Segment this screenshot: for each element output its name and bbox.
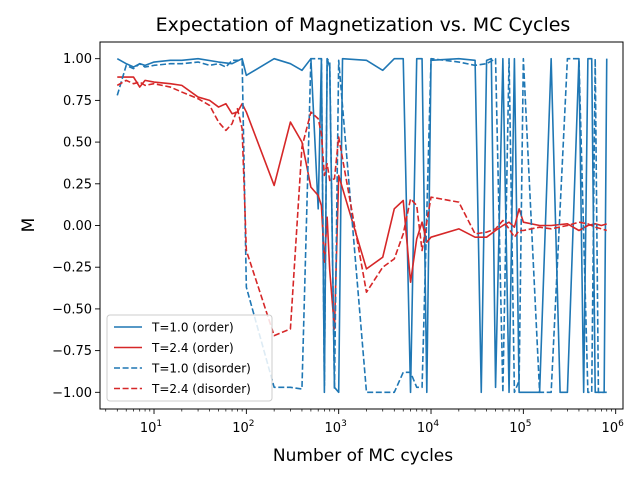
y-tick-label: −0.75 [52,344,92,359]
x-tick-label: 104 [417,419,440,436]
legend-box [106,314,273,402]
y-tick-label: 1.00 [63,52,92,67]
y-axis-label: M [19,218,39,233]
x-tick-label: 105 [509,419,531,436]
y-tick-label: −0.50 [52,302,92,317]
x-axis: 101 102 103 104 105 106 [105,409,625,436]
y-tick-label: 0.00 [63,219,92,234]
x-tick-label: 102 [232,419,254,436]
series-line-2 [117,76,607,330]
x-tick-label: 106 [602,419,625,436]
y-tick-label: −1.00 [52,386,92,401]
y-axis: −1.00 −0.75 −0.50 −0.25 0.00 0.25 0.50 0.75 1.00 [52,52,100,401]
x-axis-label: Number of MC cycles [273,446,453,466]
y-tick-label: −0.25 [52,261,92,276]
legend-label: T=2.4 (disorder) [151,382,251,396]
legend-label: T=2.4 (order) [151,341,234,355]
series-line-3 [116,57,607,394]
series-layer [116,57,608,394]
x-tick-label: 103 [325,419,347,436]
chart-title: Expectation of Magnetization vs. MC Cycl… [156,14,571,36]
y-tick-label: 0.50 [63,136,92,151]
series-line-4 [116,79,607,337]
y-tick-label: 0.75 [63,94,92,109]
y-tick-label: 0.25 [63,177,92,192]
legend-label: T=1.0 (disorder) [151,362,251,376]
legend: T=1.0 (order) T=2.4 (order) T=1.0 (disorde… [106,314,273,402]
x-tick-label: 101 [140,419,162,436]
legend-label: T=1.0 (order) [151,321,234,335]
